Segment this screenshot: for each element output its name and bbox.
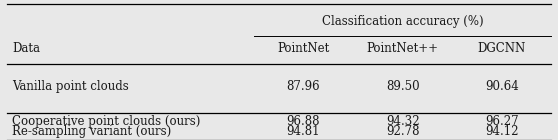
Text: 89.50: 89.50 <box>386 80 420 93</box>
Text: 87.96: 87.96 <box>287 80 320 93</box>
Text: 92.78: 92.78 <box>386 125 420 138</box>
Text: PointNet: PointNet <box>277 42 330 55</box>
Text: Re-sampling variant (ours): Re-sampling variant (ours) <box>12 125 171 138</box>
Text: 94.32: 94.32 <box>386 115 420 128</box>
Text: PointNet++: PointNet++ <box>367 42 439 55</box>
Text: 90.64: 90.64 <box>485 80 518 93</box>
Text: Classification accuracy (%): Classification accuracy (%) <box>322 15 483 28</box>
Text: 96.27: 96.27 <box>485 115 518 128</box>
Text: 94.81: 94.81 <box>287 125 320 138</box>
Text: DGCNN: DGCNN <box>478 42 526 55</box>
Text: Data: Data <box>12 42 40 55</box>
Text: Cooperative point clouds (ours): Cooperative point clouds (ours) <box>12 115 201 128</box>
Text: Vanilla point clouds: Vanilla point clouds <box>12 80 129 93</box>
Text: 94.12: 94.12 <box>485 125 518 138</box>
Text: 96.88: 96.88 <box>287 115 320 128</box>
